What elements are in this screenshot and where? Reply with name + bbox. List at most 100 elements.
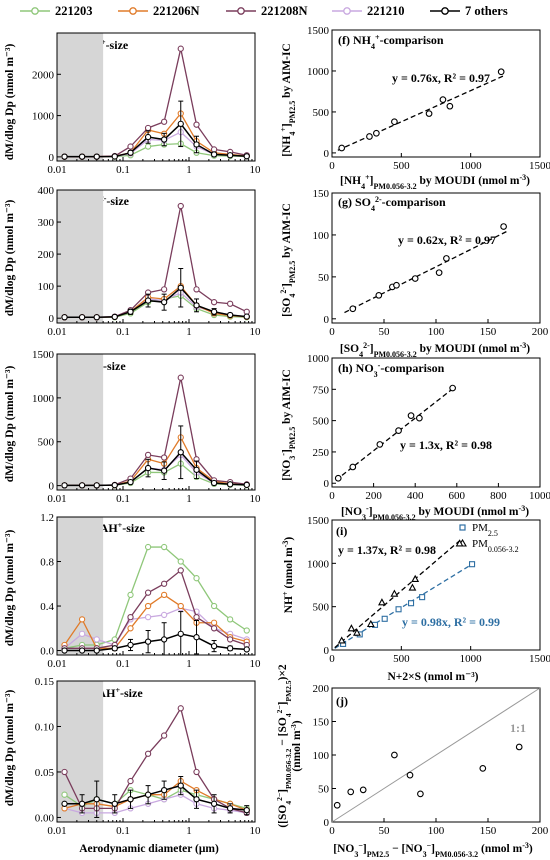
x-tick-label-g: 200 xyxy=(532,326,549,338)
legend-label-221208n: 221208N xyxy=(261,4,308,18)
data-point-c xyxy=(78,482,86,489)
ylabel-b: dM/dlog Dp (nmol m⁻³) xyxy=(4,200,16,317)
y-tick-label-d: 0.4 xyxy=(40,601,54,613)
x-tick-label-b: 0.01 xyxy=(47,326,66,338)
ylabel-c: dM/dlog Dp (nmol m⁻³) xyxy=(4,366,16,483)
data-point-c xyxy=(177,374,184,381)
data-point-d xyxy=(160,591,168,599)
xlabel-i: N+2×S (nmol m⁻³) xyxy=(388,671,479,683)
legend-i: PM2.5 PM0.056-3.2 xyxy=(458,522,519,554)
panel-c: 0.01 0.1 1 10 0 500 1000 1500 xyxy=(32,349,261,505)
legend-item-221208n: 221208N xyxy=(226,4,308,18)
data-point-i xyxy=(337,636,346,644)
x-tick-label-h: 600 xyxy=(449,490,466,502)
fit-line-f xyxy=(337,74,505,151)
xlabel-h: [NO3-]PM0.056-3.2 by MOUDI (nmol m-3) xyxy=(341,504,529,522)
legend-label-221210: 221210 xyxy=(367,4,405,18)
panel-j: 0 50 100 150 200 0 50 100 150 200 1:1 xyxy=(313,683,549,837)
data-point-b xyxy=(193,302,200,309)
fit-equation-i-1: y = 1.37x, R² = 0.98 xyxy=(338,543,436,557)
y-tick-label-j: 50 xyxy=(318,784,330,796)
y-tick-label-a: 0 xyxy=(49,152,55,164)
x-tick-label-f: 0 xyxy=(329,160,335,172)
data-point-c xyxy=(193,466,200,473)
x-tick-label-b: 10 xyxy=(250,326,262,338)
data-point-d xyxy=(144,614,152,621)
panel-f: 0 500 1000 1500 0 500 1000 1500 y = 0.76x, R² = … xyxy=(307,25,550,172)
data-point-b xyxy=(210,308,218,315)
y-tick-label-h: 1000 xyxy=(307,353,330,365)
data-point-d xyxy=(193,614,200,621)
data-point-j xyxy=(391,751,398,759)
x-tick-label-g: 0 xyxy=(329,326,335,338)
x-tick-label-h: 400 xyxy=(407,490,424,502)
data-point-b xyxy=(177,284,184,291)
y-tick-label-b: 300 xyxy=(38,217,55,229)
series-i-1: y = 1.37x, R² = 0.98 xyxy=(334,538,464,649)
data-point-a xyxy=(160,136,168,143)
data-point-e xyxy=(127,777,134,785)
data-point-b xyxy=(61,314,68,321)
data-point-a xyxy=(127,143,134,150)
y-tick-label-f: 500 xyxy=(313,107,330,119)
data-point-e xyxy=(61,768,68,776)
data-point-d xyxy=(160,543,168,551)
y-tick-label-b: 200 xyxy=(38,249,55,261)
data-point-f xyxy=(366,133,373,140)
ylabel-g: [SO42-]PM2.5 by AIM-IC xyxy=(279,203,297,317)
data-point-d xyxy=(160,611,168,619)
data-point-d xyxy=(61,647,68,654)
data-point-f xyxy=(439,96,447,103)
data-point-f xyxy=(391,118,398,126)
x-tick-label-h: 0 xyxy=(329,490,335,502)
data-point-a xyxy=(193,121,200,128)
x-tick-label-h: 200 xyxy=(365,490,382,502)
axes-frame-i xyxy=(331,519,541,651)
data-point-j xyxy=(347,788,355,796)
legend-i-pm25-label: PM2.5 xyxy=(472,522,498,538)
data-point-g xyxy=(411,275,419,282)
data-point-h xyxy=(449,384,456,392)
data-point-i xyxy=(381,615,388,622)
data-point-i xyxy=(353,628,361,636)
y-tick-label-i: 500 xyxy=(313,602,330,614)
ylabel-a: dM/dlog Dp (nmol m⁻³) xyxy=(4,44,16,161)
series-a-7-others xyxy=(61,100,250,160)
panel-g: 0 50 100 150 200 0 50 100 150 y = 0.62x, R² = 0.9… xyxy=(313,188,549,338)
data-point-j xyxy=(406,771,414,779)
series-d-221203 xyxy=(61,543,250,652)
data-point-f xyxy=(338,144,346,152)
data-point-c xyxy=(144,464,152,472)
y-tick-label-d: 0.8 xyxy=(40,557,54,569)
x-tick-label-h: 800 xyxy=(490,490,507,502)
data-point-a xyxy=(193,141,200,148)
y-tick-label-i: 1000 xyxy=(307,558,330,570)
fit-equation-h: y = 1.3x, R² = 0.98 xyxy=(400,438,492,452)
x-tick-label-j: 200 xyxy=(532,825,549,837)
legend-i-pm0563-label: PM0.056-3.2 xyxy=(472,538,519,554)
ylabel-e: dM/dlog Dp (nmol m⁻³) xyxy=(4,690,16,807)
data-point-i xyxy=(377,598,386,606)
y-tick-label-b: 100 xyxy=(38,281,55,293)
fit-line-i xyxy=(334,538,463,649)
data-point-b xyxy=(160,286,168,293)
x-tick-label-d: 0.1 xyxy=(116,658,130,670)
y-tick-label-g: 100 xyxy=(313,230,330,242)
data-point-d xyxy=(144,638,152,645)
data-point-d xyxy=(193,575,200,582)
data-point-h xyxy=(376,441,384,448)
data-point-b xyxy=(111,313,118,321)
data-point-f xyxy=(425,110,433,117)
data-point-d xyxy=(144,602,152,610)
data-point-b xyxy=(226,311,234,319)
data-point-e xyxy=(177,782,184,789)
data-point-h xyxy=(407,412,415,419)
ylabel-f: [NH4+]PM2.5 by AIM-IC xyxy=(279,43,297,156)
panel-h: 0 200 400 600 800 1000 0 250 500 750 1000 y = 1.3x,… xyxy=(307,353,550,502)
data-point-e xyxy=(160,732,168,739)
data-point-c xyxy=(93,482,100,489)
x-tick-label-f: 1000 xyxy=(460,160,483,172)
x-tick-label-e: 0.01 xyxy=(47,825,66,837)
